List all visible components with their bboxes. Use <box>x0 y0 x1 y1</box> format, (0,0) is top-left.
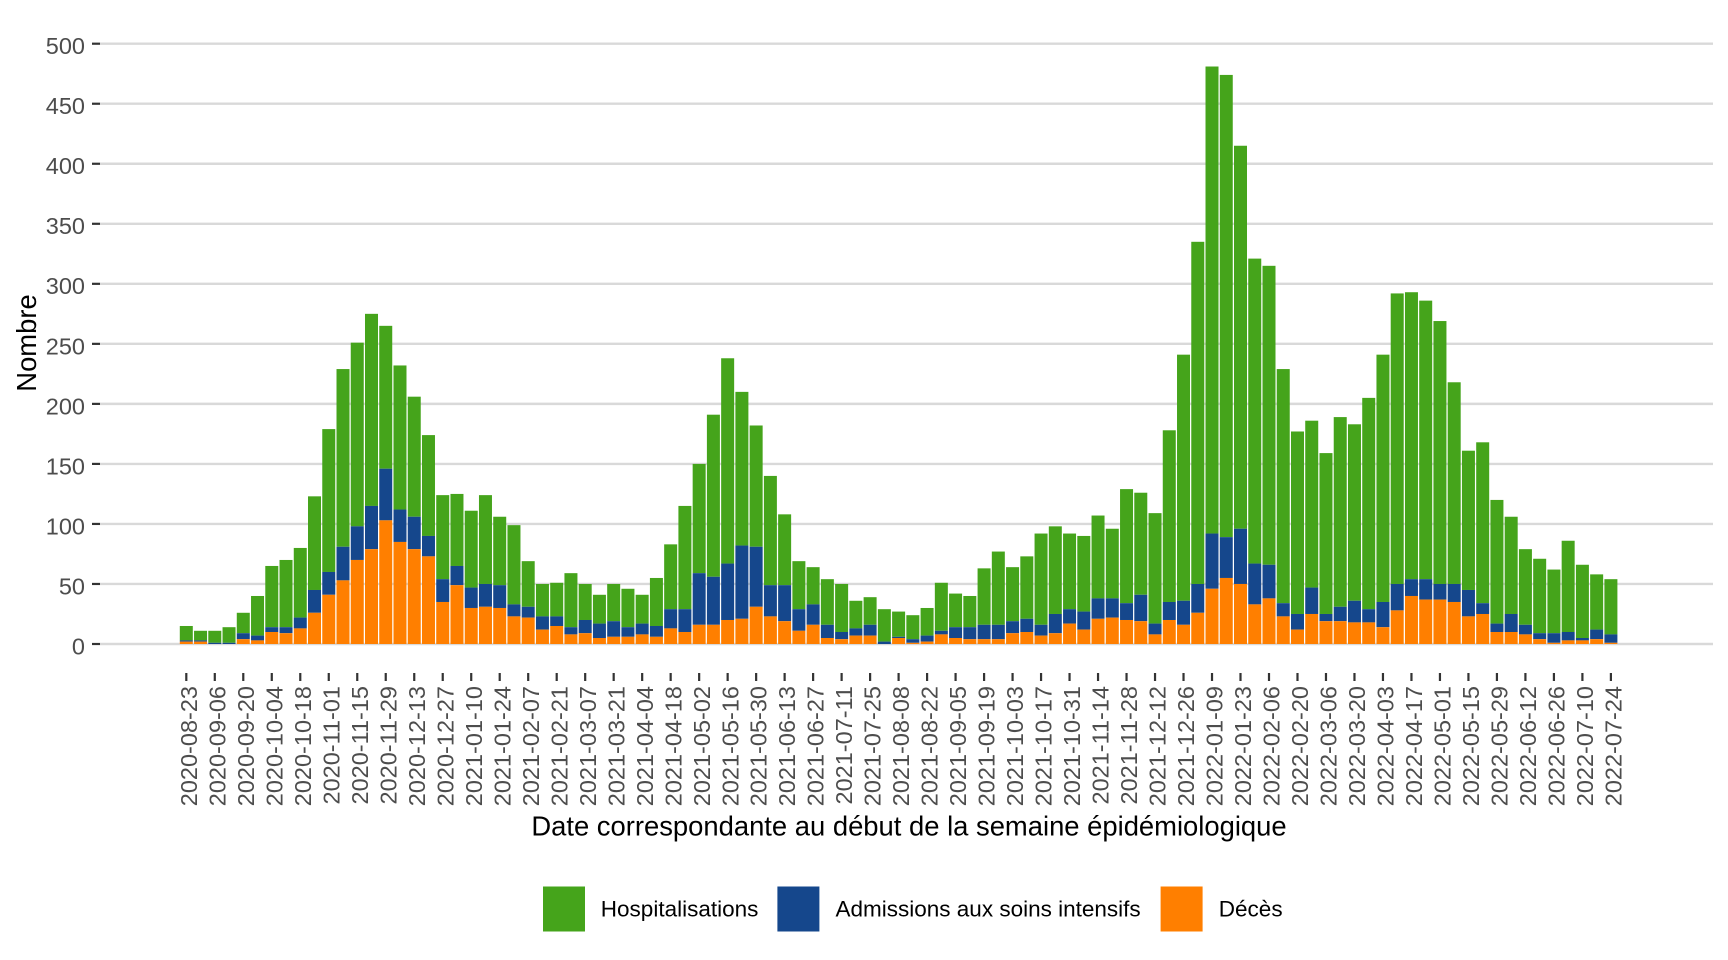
svg-text:2021-11-28: 2021-11-28 <box>1116 686 1142 804</box>
svg-text:50: 50 <box>59 573 85 599</box>
svg-text:2022-07-10: 2022-07-10 <box>1572 686 1598 806</box>
svg-text:Décès: Décès <box>1219 897 1283 922</box>
svg-text:250: 250 <box>46 333 85 359</box>
svg-text:2021-10-03: 2021-10-03 <box>1002 686 1028 806</box>
svg-text:2021-03-07: 2021-03-07 <box>575 686 601 806</box>
svg-text:2022-03-20: 2022-03-20 <box>1344 686 1370 806</box>
svg-text:2021-02-07: 2021-02-07 <box>518 686 544 806</box>
svg-text:2021-05-16: 2021-05-16 <box>717 686 743 806</box>
svg-text:2022-04-17: 2022-04-17 <box>1401 686 1427 806</box>
svg-text:2022-05-29: 2022-05-29 <box>1487 686 1513 806</box>
svg-text:300: 300 <box>46 273 85 299</box>
svg-text:2022-07-24: 2022-07-24 <box>1601 686 1627 806</box>
svg-text:2021-12-12: 2021-12-12 <box>1145 686 1171 806</box>
svg-text:Nombre: Nombre <box>11 294 42 391</box>
svg-text:2020-10-18: 2020-10-18 <box>290 686 316 806</box>
svg-text:2021-03-21: 2021-03-21 <box>603 686 629 806</box>
svg-text:2021-08-08: 2021-08-08 <box>888 686 914 806</box>
svg-text:2021-10-31: 2021-10-31 <box>1059 686 1085 806</box>
svg-text:2021-08-22: 2021-08-22 <box>917 686 943 806</box>
svg-text:2020-11-29: 2020-11-29 <box>375 686 401 804</box>
svg-text:150: 150 <box>46 453 85 479</box>
svg-text:2021-07-25: 2021-07-25 <box>860 686 886 806</box>
svg-text:2022-03-06: 2022-03-06 <box>1316 686 1342 806</box>
svg-text:0: 0 <box>72 633 85 659</box>
svg-text:2020-11-01: 2020-11-01 <box>318 686 344 804</box>
svg-text:2021-01-10: 2021-01-10 <box>461 686 487 806</box>
svg-text:2022-05-15: 2022-05-15 <box>1458 686 1484 806</box>
svg-text:2022-05-01: 2022-05-01 <box>1430 686 1456 806</box>
svg-text:2021-07-11: 2021-07-11 <box>831 686 857 804</box>
svg-text:100: 100 <box>46 513 85 539</box>
svg-text:2022-01-09: 2022-01-09 <box>1202 686 1228 806</box>
svg-text:2020-08-23: 2020-08-23 <box>176 686 202 806</box>
svg-text:2021-06-13: 2021-06-13 <box>774 686 800 806</box>
svg-text:2020-12-27: 2020-12-27 <box>432 686 458 806</box>
svg-text:200: 200 <box>46 393 85 419</box>
svg-text:2021-06-27: 2021-06-27 <box>803 686 829 806</box>
svg-text:2022-06-12: 2022-06-12 <box>1515 686 1541 806</box>
svg-text:Admissions aux soins intensifs: Admissions aux soins intensifs <box>836 897 1141 922</box>
svg-text:2021-02-21: 2021-02-21 <box>546 686 572 806</box>
svg-text:2020-11-15: 2020-11-15 <box>347 686 373 804</box>
svg-text:2022-02-06: 2022-02-06 <box>1259 686 1285 806</box>
svg-text:500: 500 <box>46 33 85 59</box>
svg-text:450: 450 <box>46 93 85 119</box>
svg-text:400: 400 <box>46 153 85 179</box>
svg-text:2022-04-03: 2022-04-03 <box>1373 686 1399 806</box>
svg-text:Hospitalisations: Hospitalisations <box>601 897 759 922</box>
svg-text:2022-06-26: 2022-06-26 <box>1544 686 1570 806</box>
svg-text:2021-05-30: 2021-05-30 <box>746 686 772 806</box>
svg-text:2021-05-02: 2021-05-02 <box>689 686 715 806</box>
svg-text:2021-12-26: 2021-12-26 <box>1173 686 1199 806</box>
svg-text:2021-11-14: 2021-11-14 <box>1088 686 1114 804</box>
svg-text:2020-09-20: 2020-09-20 <box>233 686 259 806</box>
svg-text:2020-12-13: 2020-12-13 <box>404 686 430 806</box>
svg-text:2020-10-04: 2020-10-04 <box>261 686 287 806</box>
svg-text:2022-02-20: 2022-02-20 <box>1287 686 1313 806</box>
svg-text:Date correspondante au début d: Date correspondante au début de la semai… <box>531 810 1286 841</box>
svg-text:350: 350 <box>46 213 85 239</box>
svg-text:2021-01-24: 2021-01-24 <box>489 686 515 806</box>
svg-text:2021-04-04: 2021-04-04 <box>632 686 658 806</box>
svg-text:2022-01-23: 2022-01-23 <box>1230 686 1256 806</box>
svg-text:2020-09-06: 2020-09-06 <box>204 686 230 806</box>
svg-text:2021-10-17: 2021-10-17 <box>1031 686 1057 806</box>
svg-text:2021-04-18: 2021-04-18 <box>660 686 686 806</box>
svg-text:2021-09-19: 2021-09-19 <box>974 686 1000 806</box>
svg-text:2021-09-05: 2021-09-05 <box>945 686 971 806</box>
